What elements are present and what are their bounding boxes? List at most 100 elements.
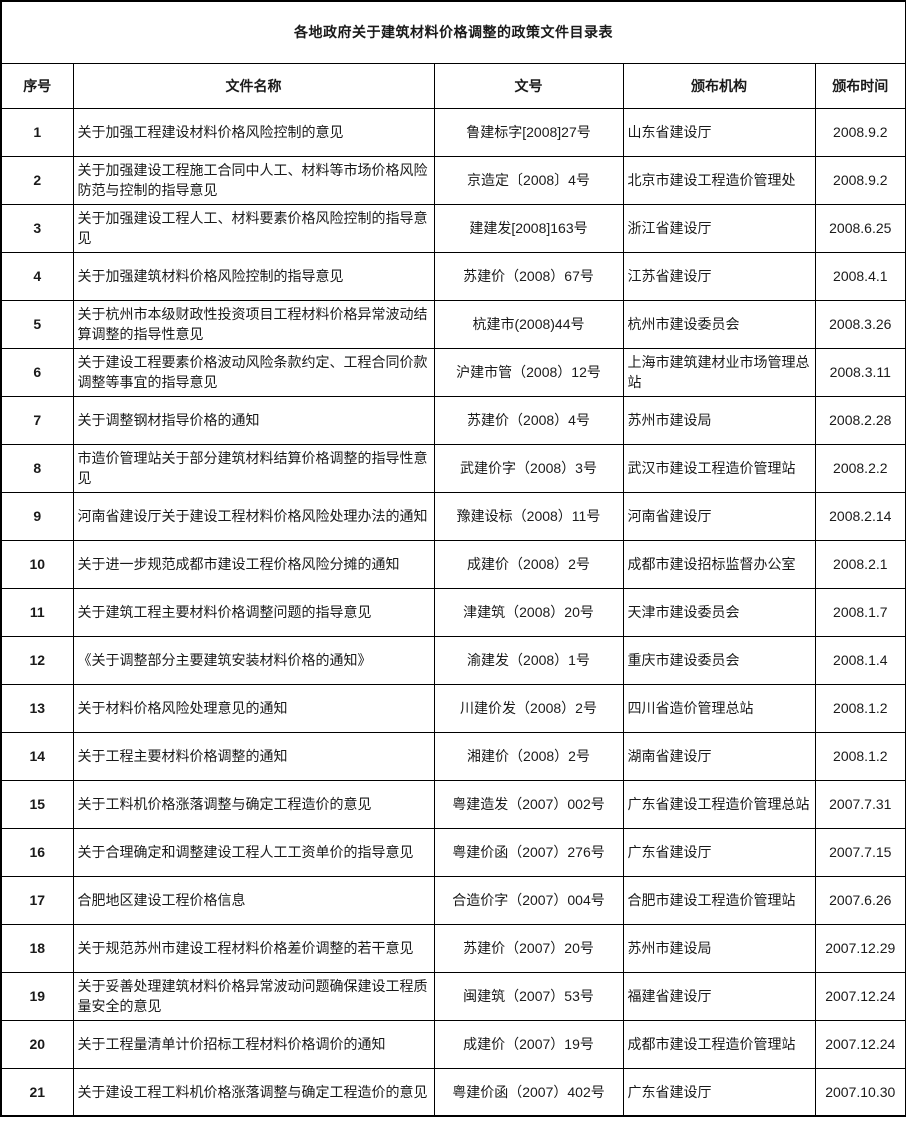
cell-date: 2008.1.2	[814, 731, 906, 781]
cell-index: 10	[0, 539, 74, 589]
cell-index: 14	[0, 731, 74, 781]
table-row: 18 关于规范苏州市建设工程材料价格差价调整的若干意见 苏建价（2007）20号…	[0, 923, 906, 973]
cell-doc-number: 杭建市(2008)44号	[433, 299, 624, 349]
cell-agency: 广东省建设厅	[622, 1067, 816, 1117]
cell-date: 2008.2.2	[814, 443, 906, 493]
cell-date: 2007.7.31	[814, 779, 906, 829]
title-row: 各地政府关于建筑材料价格调整的政策文件目录表	[0, 0, 906, 64]
cell-date: 2008.1.4	[814, 635, 906, 685]
cell-index: 12	[0, 635, 74, 685]
cell-doc-name: 关于工料机价格涨落调整与确定工程造价的意见	[72, 779, 435, 829]
table-row: 10 关于进一步规范成都市建设工程价格风险分摊的通知 成建价（2008）2号 成…	[0, 539, 906, 589]
cell-index: 2	[0, 155, 74, 205]
cell-index: 5	[0, 299, 74, 349]
cell-date: 2008.9.2	[814, 155, 906, 205]
cell-doc-number: 苏建价（2007）20号	[433, 923, 624, 973]
cell-agency: 重庆市建设委员会	[622, 635, 816, 685]
cell-index: 13	[0, 683, 74, 733]
cell-doc-name: 关于加强建设工程施工合同中人工、材料等市场价格风险防范与控制的指导意见	[72, 155, 435, 205]
table-row: 15 关于工料机价格涨落调整与确定工程造价的意见 粤建造发（2007）002号 …	[0, 779, 906, 829]
cell-agency: 浙江省建设厅	[622, 203, 816, 253]
cell-doc-number: 渝建发（2008）1号	[433, 635, 624, 685]
cell-agency: 山东省建设厅	[622, 107, 816, 157]
cell-doc-name: 关于规范苏州市建设工程材料价格差价调整的若干意见	[72, 923, 435, 973]
cell-doc-number: 成建价（2008）2号	[433, 539, 624, 589]
cell-doc-name: 关于妥善处理建筑材料价格异常波动问题确保建设工程质量安全的意见	[72, 971, 435, 1021]
column-header-index: 序号	[0, 62, 74, 109]
cell-index: 21	[0, 1067, 74, 1117]
cell-doc-name: 市造价管理站关于部分建筑材料结算价格调整的指导性意见	[72, 443, 435, 493]
cell-agency: 合肥市建设工程造价管理站	[622, 875, 816, 925]
table-body: 1 关于加强工程建设材料价格风险控制的意见 鲁建标字[2008]27号 山东省建…	[0, 107, 906, 1117]
cell-doc-number: 豫建设标（2008）11号	[433, 491, 624, 541]
cell-doc-number: 闽建筑（2007）53号	[433, 971, 624, 1021]
header-row: 序号 文件名称 文号 颁布机构 颁布时间	[0, 62, 906, 109]
cell-doc-name: 《关于调整部分主要建筑安装材料价格的通知》	[72, 635, 435, 685]
column-header-agency: 颁布机构	[622, 62, 816, 109]
cell-doc-name: 关于加强工程建设材料价格风险控制的意见	[72, 107, 435, 157]
table-row: 19 关于妥善处理建筑材料价格异常波动问题确保建设工程质量安全的意见 闽建筑（2…	[0, 971, 906, 1021]
cell-doc-number: 湘建价（2008）2号	[433, 731, 624, 781]
cell-agency: 天津市建设委员会	[622, 587, 816, 637]
cell-agency: 苏州市建设局	[622, 395, 816, 445]
cell-doc-name: 关于加强建设工程人工、材料要素价格风险控制的指导意见	[72, 203, 435, 253]
table-row: 3 关于加强建设工程人工、材料要素价格风险控制的指导意见 建建发[2008]16…	[0, 203, 906, 253]
cell-doc-number: 沪建市管（2008）12号	[433, 347, 624, 397]
cell-agency: 广东省建设厅	[622, 827, 816, 877]
cell-index: 6	[0, 347, 74, 397]
cell-doc-number: 鲁建标字[2008]27号	[433, 107, 624, 157]
cell-index: 11	[0, 587, 74, 637]
cell-agency: 河南省建设厅	[622, 491, 816, 541]
cell-doc-number: 苏建价（2008）4号	[433, 395, 624, 445]
table-row: 12 《关于调整部分主要建筑安装材料价格的通知》 渝建发（2008）1号 重庆市…	[0, 635, 906, 685]
cell-doc-number: 合造价字（2007）004号	[433, 875, 624, 925]
cell-date: 2007.6.26	[814, 875, 906, 925]
table-row: 13 关于材料价格风险处理意见的通知 川建价发（2008）2号 四川省造价管理总…	[0, 683, 906, 733]
cell-date: 2008.3.26	[814, 299, 906, 349]
cell-agency: 湖南省建设厅	[622, 731, 816, 781]
cell-agency: 广东省建设工程造价管理总站	[622, 779, 816, 829]
cell-agency: 北京市建设工程造价管理处	[622, 155, 816, 205]
column-header-date: 颁布时间	[814, 62, 906, 109]
cell-date: 2007.12.29	[814, 923, 906, 973]
cell-doc-name: 关于合理确定和调整建设工程人工工资单价的指导意见	[72, 827, 435, 877]
cell-doc-number: 粤建价函（2007）276号	[433, 827, 624, 877]
cell-doc-number: 成建价（2007）19号	[433, 1019, 624, 1069]
cell-doc-name: 关于建设工程工料机价格涨落调整与确定工程造价的意见	[72, 1067, 435, 1117]
cell-doc-name: 关于调整钢材指导价格的通知	[72, 395, 435, 445]
cell-index: 20	[0, 1019, 74, 1069]
cell-doc-name: 关于建筑工程主要材料价格调整问题的指导意见	[72, 587, 435, 637]
table-row: 2 关于加强建设工程施工合同中人工、材料等市场价格风险防范与控制的指导意见 京造…	[0, 155, 906, 205]
cell-doc-number: 粤建造发（2007）002号	[433, 779, 624, 829]
cell-agency: 上海市建筑建材业市场管理总站	[622, 347, 816, 397]
cell-date: 2008.3.11	[814, 347, 906, 397]
cell-doc-name: 合肥地区建设工程价格信息	[72, 875, 435, 925]
cell-doc-name: 河南省建设厅关于建设工程材料价格风险处理办法的通知	[72, 491, 435, 541]
cell-index: 7	[0, 395, 74, 445]
cell-doc-number: 京造定〔2008〕4号	[433, 155, 624, 205]
cell-index: 16	[0, 827, 74, 877]
cell-doc-name: 关于工程主要材料价格调整的通知	[72, 731, 435, 781]
cell-date: 2008.1.2	[814, 683, 906, 733]
table-row: 20 关于工程量清单计价招标工程材料价格调价的通知 成建价（2007）19号 成…	[0, 1019, 906, 1069]
table-row: 6 关于建设工程要素价格波动风险条款约定、工程合同价款调整等事宜的指导意见 沪建…	[0, 347, 906, 397]
cell-index: 15	[0, 779, 74, 829]
cell-index: 4	[0, 251, 74, 301]
cell-date: 2007.7.15	[814, 827, 906, 877]
cell-index: 18	[0, 923, 74, 973]
cell-doc-name: 关于加强建筑材料价格风险控制的指导意见	[72, 251, 435, 301]
cell-agency: 苏州市建设局	[622, 923, 816, 973]
cell-date: 2008.9.2	[814, 107, 906, 157]
cell-doc-number: 建建发[2008]163号	[433, 203, 624, 253]
cell-doc-name: 关于工程量清单计价招标工程材料价格调价的通知	[72, 1019, 435, 1069]
table-row: 21 关于建设工程工料机价格涨落调整与确定工程造价的意见 粤建价函（2007）4…	[0, 1067, 906, 1117]
cell-date: 2008.4.1	[814, 251, 906, 301]
table-row: 1 关于加强工程建设材料价格风险控制的意见 鲁建标字[2008]27号 山东省建…	[0, 107, 906, 157]
table-row: 9 河南省建设厅关于建设工程材料价格风险处理办法的通知 豫建设标（2008）11…	[0, 491, 906, 541]
cell-index: 1	[0, 107, 74, 157]
cell-doc-name: 关于建设工程要素价格波动风险条款约定、工程合同价款调整等事宜的指导意见	[72, 347, 435, 397]
cell-agency: 成都市建设工程造价管理站	[622, 1019, 816, 1069]
cell-date: 2008.2.14	[814, 491, 906, 541]
cell-doc-name: 关于进一步规范成都市建设工程价格风险分摊的通知	[72, 539, 435, 589]
